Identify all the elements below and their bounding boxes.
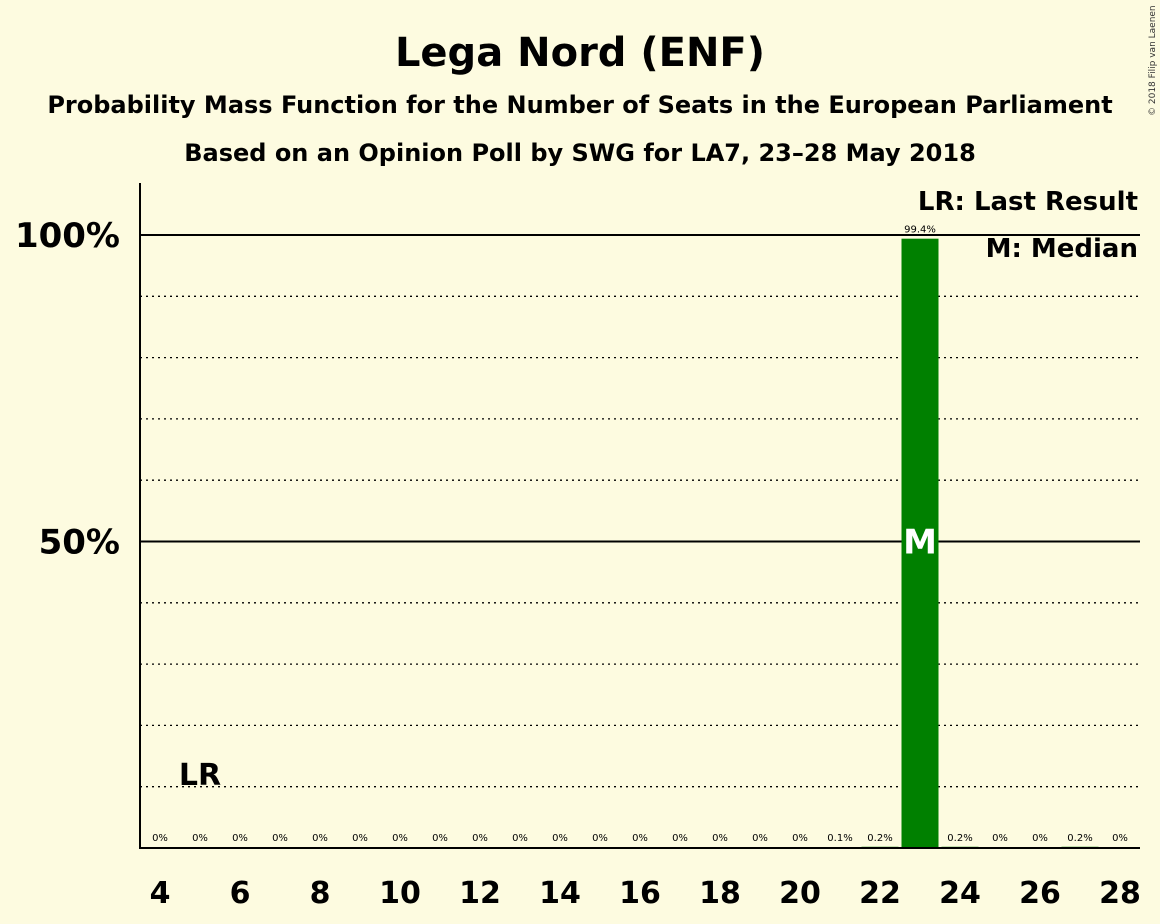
x-tick-label: 28 (1099, 876, 1141, 911)
y-tick-label: 100% (15, 216, 120, 256)
chart-subtitle-line-1: Probability Mass Function for the Number… (47, 91, 1112, 119)
chart-title: Lega Nord (ENF) (395, 30, 765, 76)
data-label: 99.4% (904, 225, 936, 236)
data-label: 0% (152, 833, 168, 844)
data-labels: 0% 0% 0% 0% 0% 0% 0% 0% 0% 0% 0% 0% 0% 0% 0% 0% 0% 0.1% 0.… (152, 225, 1128, 844)
data-label: 0% (632, 833, 648, 844)
median-marker: M (903, 523, 937, 563)
grid-lines (140, 234, 1140, 788)
chart-subtitle-line-2: Based on an Opinion Poll by SWG for LA7,… (184, 139, 976, 167)
x-tick-label: 6 (230, 876, 251, 911)
data-label: 0.2% (947, 833, 972, 844)
x-tick-label: 26 (1019, 876, 1061, 911)
x-tick-label: 8 (310, 876, 331, 911)
data-label: 0% (352, 833, 368, 844)
x-tick-labels: 4 6 8 10 12 14 16 18 20 22 24 26 28 (150, 876, 1141, 911)
data-label: 0% (712, 833, 728, 844)
legend-median: M: Median (986, 234, 1138, 264)
axes (139, 183, 1140, 849)
data-label: 0% (592, 833, 608, 844)
data-label: 0% (512, 833, 528, 844)
data-label: 0% (672, 833, 688, 844)
data-label: 0.2% (1067, 833, 1092, 844)
data-label: 0% (192, 833, 208, 844)
data-label: 0% (392, 833, 408, 844)
x-tick-label: 18 (699, 876, 741, 911)
y-tick-labels: 50% 100% (15, 216, 120, 563)
data-label: 0% (232, 833, 248, 844)
data-label: 0% (792, 833, 808, 844)
markers: M LR (179, 523, 937, 794)
data-label: 0% (472, 833, 488, 844)
data-label: 0% (1112, 833, 1128, 844)
x-tick-label: 14 (539, 876, 581, 911)
x-tick-label: 12 (459, 876, 501, 911)
last-result-marker: LR (179, 758, 221, 793)
data-label: 0% (992, 833, 1008, 844)
bars (821, 238, 1099, 849)
x-tick-label: 10 (379, 876, 421, 911)
data-label: 0% (312, 833, 328, 844)
x-tick-label: 4 (150, 876, 171, 911)
copyright-notice: © 2018 Filip van Laenen (1148, 5, 1158, 116)
x-tick-label: 16 (619, 876, 661, 911)
data-label: 0% (1032, 833, 1048, 844)
data-label: 0.2% (867, 833, 892, 844)
x-tick-label: 24 (939, 876, 981, 911)
legend-last-result: LR: Last Result (918, 187, 1138, 217)
data-label: 0% (432, 833, 448, 844)
x-tick-label: 22 (859, 876, 901, 911)
bar (901, 238, 939, 849)
data-label: 0% (752, 833, 768, 844)
data-label: 0.1% (827, 833, 852, 844)
y-tick-label: 50% (39, 523, 120, 563)
data-label: 0% (552, 833, 568, 844)
data-label: 0% (272, 833, 288, 844)
x-tick-label: 20 (779, 876, 821, 911)
